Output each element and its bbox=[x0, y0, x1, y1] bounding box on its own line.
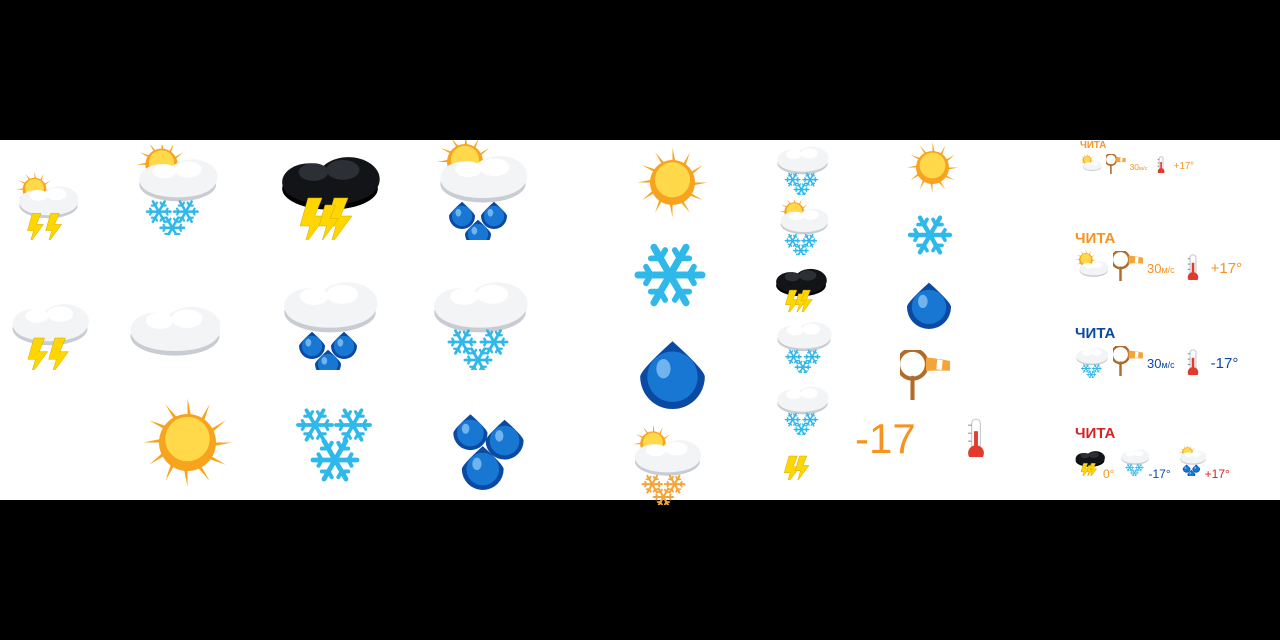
wind-speed: 30м/с bbox=[1147, 261, 1175, 276]
sun-cloud-lightning-icon bbox=[10, 170, 80, 245]
snowflake-big-icon bbox=[630, 235, 710, 320]
cloud-rain-icon bbox=[280, 270, 380, 375]
darkcloud-lightning-icon bbox=[280, 140, 380, 245]
sun-cloud-snow-icon bbox=[775, 200, 830, 260]
lightning-small-icon bbox=[783, 450, 813, 485]
sun-cloud-snow-icon bbox=[130, 145, 220, 240]
windsock-icon bbox=[1113, 251, 1143, 286]
thermometer-icon bbox=[1179, 252, 1207, 285]
drop-cluster-icon bbox=[440, 395, 535, 495]
city-label: ЧИТА bbox=[1075, 230, 1242, 247]
wind-speed: 30м/с bbox=[1147, 356, 1175, 371]
temperature: +17° bbox=[1211, 260, 1242, 277]
forecast-item: 0° bbox=[1075, 446, 1114, 481]
forecast-temp: -17° bbox=[1148, 467, 1170, 481]
weather-widget: ЧИТА 30м/с -17° bbox=[1075, 325, 1238, 383]
city-label: ЧИТА bbox=[1080, 140, 1194, 151]
cloud-icon bbox=[130, 285, 220, 380]
thermometer-icon bbox=[1179, 347, 1207, 380]
snowflake-big-icon bbox=[905, 210, 955, 265]
sun-icon bbox=[905, 140, 960, 200]
snow-cluster-icon bbox=[285, 390, 385, 495]
sun-cloud-orangesnow-icon bbox=[625, 425, 705, 510]
cloud-snow-icon bbox=[1120, 446, 1150, 481]
cloud-snow-icon bbox=[775, 315, 833, 378]
city-label: ЧИТА bbox=[1075, 325, 1238, 342]
weather-widget: ЧИТА 30м/с +17° bbox=[1080, 140, 1194, 180]
wind-speed: 30м/с bbox=[1130, 162, 1148, 172]
drop-big-icon bbox=[900, 275, 958, 338]
sun-cloud-rain-icon bbox=[430, 140, 530, 245]
forecast-temp: +17° bbox=[1205, 467, 1230, 481]
windsock-icon bbox=[900, 350, 950, 405]
cloud-snow-icon bbox=[1075, 344, 1109, 383]
weather-widget: ЧИТА 0° -17° +17° bbox=[1075, 425, 1230, 481]
temperature-large: -17 bbox=[855, 415, 916, 463]
windsock-icon bbox=[1106, 154, 1126, 179]
sun-cloud-rain-icon bbox=[1177, 446, 1207, 481]
forecast-item: +17° bbox=[1177, 446, 1230, 481]
forecast-item: -17° bbox=[1120, 446, 1170, 481]
cloud-snow-icon bbox=[430, 270, 530, 375]
icon-sheet: -17 ЧИТА 30м/с +17° ЧИТА 30м/с +17° ЧИТА 30м/с -… bbox=[0, 140, 1280, 500]
temperature: +17° bbox=[1174, 161, 1194, 172]
sun-icon bbox=[140, 395, 235, 495]
cloud-snow-icon bbox=[775, 140, 830, 200]
cloud-lightning-icon bbox=[10, 290, 90, 375]
cloud-snow-icon bbox=[775, 380, 830, 440]
windsock-icon bbox=[1113, 346, 1143, 381]
thermometer-icon bbox=[1152, 155, 1170, 178]
sun-cloud-icon bbox=[1075, 249, 1109, 288]
forecast-temp: 0° bbox=[1103, 467, 1114, 481]
sun-icon bbox=[635, 145, 710, 225]
temperature: -17° bbox=[1211, 355, 1239, 372]
darkcloud-lightning-icon bbox=[1075, 446, 1105, 481]
darkcloud-lightning-icon bbox=[775, 260, 827, 317]
sun-cloud-icon bbox=[1080, 153, 1102, 180]
weather-widget: ЧИТА 30м/с +17° bbox=[1075, 230, 1242, 288]
drop-big-icon bbox=[630, 330, 715, 420]
city-label: ЧИТА bbox=[1075, 425, 1230, 442]
thermometer-icon bbox=[955, 415, 997, 462]
